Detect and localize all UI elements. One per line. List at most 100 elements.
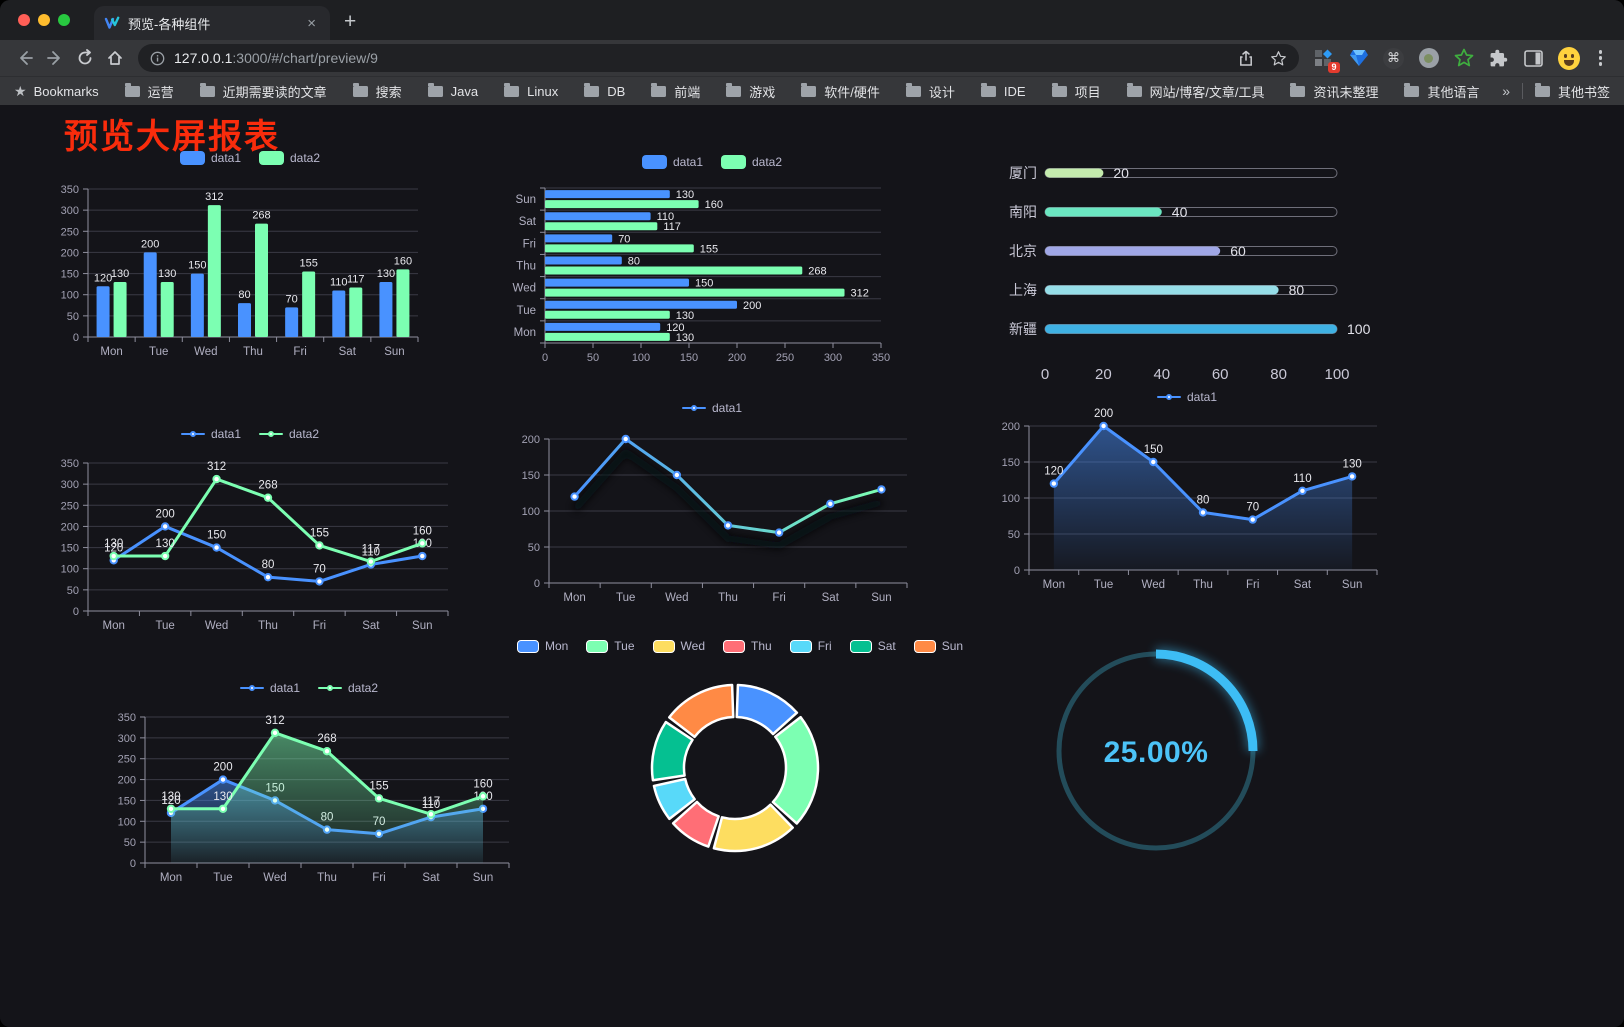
- legend-marker: [681, 405, 706, 411]
- svg-text:70: 70: [618, 233, 630, 245]
- bookmark-star-icon[interactable]: [1270, 50, 1287, 67]
- legend-label: Fri: [817, 639, 832, 653]
- legend-item[interactable]: Wed: [652, 639, 705, 653]
- favicon: [104, 16, 120, 29]
- bookmark-folder[interactable]: 运营: [124, 82, 174, 101]
- svg-text:117: 117: [347, 274, 365, 286]
- star-icon: ★: [14, 82, 27, 99]
- legend-item[interactable]: Sun: [913, 639, 964, 653]
- bookmark-folder[interactable]: 近期需要读的文章: [199, 82, 327, 101]
- svg-text:300: 300: [824, 352, 842, 364]
- svg-text:100: 100: [1002, 493, 1020, 505]
- svg-text:0: 0: [130, 858, 136, 870]
- legend-item[interactable]: Thu: [723, 639, 772, 653]
- window-minimize-button[interactable]: [38, 14, 50, 26]
- bookmarks-overflow-button[interactable]: »: [1502, 83, 1510, 99]
- legend-label: Sun: [941, 639, 964, 653]
- address-bar[interactable]: 127.0.0.1:3000/#/chart/preview/9: [138, 44, 1299, 72]
- legend-item[interactable]: data1: [179, 151, 241, 165]
- svg-text:60: 60: [1230, 243, 1246, 259]
- other-bookmarks-folder[interactable]: 其他书签: [1534, 82, 1610, 101]
- record-extension-icon[interactable]: [1418, 47, 1440, 69]
- legend-item[interactable]: data2: [259, 151, 320, 165]
- svg-text:Fri: Fri: [313, 620, 326, 632]
- browser-tab[interactable]: 预览-各种组件 ×: [94, 6, 330, 40]
- svg-text:50: 50: [587, 352, 599, 364]
- bookmark-folder[interactable]: IDE: [980, 82, 1026, 101]
- window-close-button[interactable]: [18, 14, 30, 26]
- bookmark-folder[interactable]: DB: [584, 82, 625, 101]
- url-path: :3000/#/chart/preview/9: [232, 50, 378, 66]
- svg-text:268: 268: [252, 210, 270, 222]
- svg-text:150: 150: [522, 470, 540, 482]
- bookmark-folder[interactable]: 其他语言: [1404, 82, 1479, 101]
- bookmark-label: 其他语言: [1427, 84, 1480, 100]
- legend-item[interactable]: data1: [681, 401, 742, 415]
- svg-text:150: 150: [680, 352, 698, 364]
- legend-item[interactable]: Mon: [516, 639, 568, 653]
- svg-text:0: 0: [73, 606, 79, 618]
- svg-text:312: 312: [851, 288, 869, 300]
- new-tab-button[interactable]: +: [344, 10, 357, 33]
- folder-icon: [124, 82, 140, 97]
- svg-text:20: 20: [1113, 165, 1129, 181]
- svg-text:40: 40: [1153, 366, 1170, 383]
- bookmark-folder[interactable]: 网站/博客/文章/工具: [1126, 82, 1264, 101]
- gem-extension-icon[interactable]: [1348, 47, 1370, 69]
- back-icon[interactable]: [10, 43, 40, 73]
- bookmark-folder[interactable]: 搜索: [352, 82, 402, 101]
- bookmark-label: 项目: [1074, 84, 1101, 100]
- svg-text:155: 155: [700, 243, 718, 255]
- legend-item[interactable]: data1: [1156, 390, 1217, 404]
- legend-item[interactable]: Tue: [586, 639, 635, 653]
- bookmark-folder[interactable]: Java: [427, 82, 478, 101]
- svg-text:50: 50: [67, 311, 79, 323]
- browser-menu-icon[interactable]: [1593, 50, 1609, 66]
- bookmark-folder[interactable]: 游戏: [726, 82, 775, 101]
- extensions-puzzle-icon[interactable]: [1488, 47, 1510, 69]
- apps-grid-extension-icon[interactable]: 9: [1313, 47, 1340, 73]
- chart-legend: data1 data2: [38, 147, 462, 169]
- svg-text:Thu: Thu: [317, 872, 337, 884]
- svg-text:160: 160: [473, 778, 492, 790]
- share-icon[interactable]: [1238, 50, 1254, 67]
- legend-item[interactable]: Fri: [789, 639, 832, 653]
- svg-text:100: 100: [61, 290, 79, 302]
- other-bookmarks-label: 其他书签: [1557, 84, 1610, 100]
- home-icon[interactable]: [100, 43, 130, 73]
- bookmark-folder[interactable]: 软件/硬件: [801, 82, 880, 101]
- tab-close-icon[interactable]: ×: [307, 14, 316, 32]
- window-zoom-button[interactable]: [58, 14, 70, 26]
- svg-text:120: 120: [161, 795, 180, 807]
- legend-item[interactable]: data1: [239, 681, 300, 695]
- bookmark-folder[interactable]: 前端: [651, 82, 700, 101]
- bookmark-folder[interactable]: 项目: [1051, 82, 1101, 101]
- bookmark-folder[interactable]: Linux: [504, 82, 558, 101]
- reload-icon[interactable]: [70, 43, 100, 73]
- legend-item[interactable]: data2: [259, 427, 319, 441]
- folder-icon: [1290, 82, 1306, 97]
- legend-label: data1: [672, 155, 703, 169]
- command-extension-icon[interactable]: ⌘: [1383, 47, 1405, 69]
- svg-text:Tue: Tue: [517, 305, 536, 317]
- svg-text:110: 110: [330, 276, 348, 288]
- legend-item[interactable]: data2: [721, 155, 782, 169]
- legend-item[interactable]: data2: [318, 681, 378, 695]
- bookmarks-list: 运营 近期需要读的文章 搜索 Java Linux DB 前端 游戏 软件/硬件 设计 IDE 项目 网…: [124, 82, 1503, 101]
- svg-text:20: 20: [1095, 366, 1112, 383]
- bookmarks-manager[interactable]: ★ Bookmarks: [14, 83, 99, 100]
- legend-marker: [789, 639, 812, 653]
- svg-text:50: 50: [1008, 529, 1020, 541]
- svg-text:Thu: Thu: [258, 620, 278, 632]
- bookmark-folder[interactable]: 资讯未整理: [1290, 82, 1378, 101]
- profile-avatar[interactable]: [1557, 46, 1580, 70]
- legend-item[interactable]: data1: [641, 155, 703, 169]
- green-star-extension-icon[interactable]: [1453, 47, 1475, 69]
- side-panel-icon[interactable]: [1523, 47, 1545, 69]
- bookmark-folder[interactable]: 设计: [905, 82, 955, 101]
- legend-label: data2: [290, 151, 321, 165]
- forward-icon[interactable]: [40, 43, 70, 73]
- page-info-icon[interactable]: [150, 51, 165, 66]
- legend-item[interactable]: Sat: [849, 639, 896, 653]
- legend-item[interactable]: data1: [180, 427, 241, 441]
